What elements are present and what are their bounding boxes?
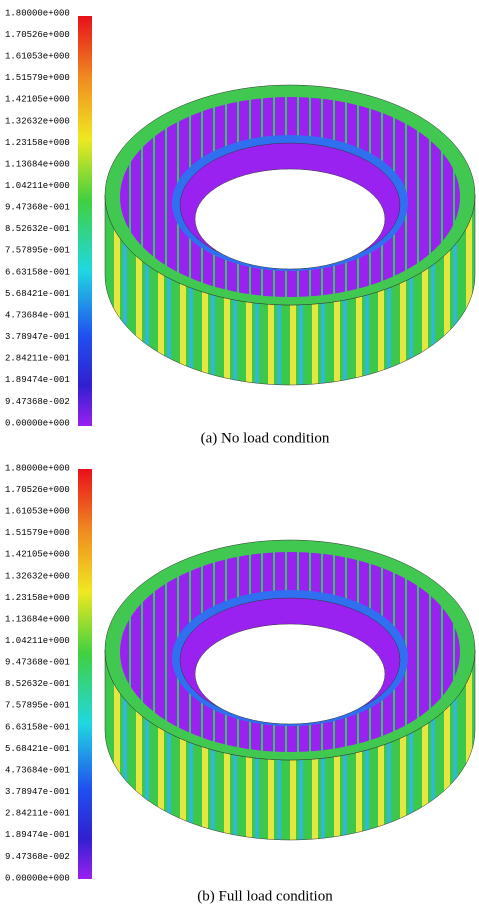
colorbar-label: 1.70526e+000 xyxy=(5,485,70,495)
caption: (b) Full load condition xyxy=(197,888,333,904)
colorbar-label: 1.51579e+000 xyxy=(5,528,70,538)
colorbar-label: 8.52632e-001 xyxy=(5,679,70,689)
colorbar-label: 6.63158e-001 xyxy=(5,267,70,277)
colorbar-label: 1.04211e+000 xyxy=(5,636,70,646)
colorbar-label: 5.68421e-001 xyxy=(5,289,70,299)
colorbar-label: 3.78947e-001 xyxy=(5,332,70,342)
colorbar-label: 1.42105e+000 xyxy=(5,95,70,105)
colorbar-label: 1.04211e+000 xyxy=(5,181,70,191)
panel-a xyxy=(78,16,476,426)
colorbar-label: 1.80000e+000 xyxy=(5,8,70,18)
colorbar-label: 9.47368e-001 xyxy=(5,658,70,668)
colorbar-label: 5.68421e-001 xyxy=(5,744,70,754)
colorbar-label: 2.84211e-001 xyxy=(5,809,70,819)
colorbar-label: 1.32632e+000 xyxy=(5,116,70,126)
colorbar-label: 3.78947e-001 xyxy=(5,787,70,797)
colorbar-label: 9.47368e-002 xyxy=(5,397,70,407)
colorbar-label: 1.70526e+000 xyxy=(5,30,70,40)
colorbar-label: 1.23158e+000 xyxy=(5,138,70,148)
motor-plot xyxy=(104,539,476,841)
caption: (a) No load condition xyxy=(201,430,330,446)
colorbar xyxy=(78,16,92,426)
colorbar-label: 4.73684e-001 xyxy=(5,765,70,775)
colorbar-label: 0.00000e+000 xyxy=(5,418,70,428)
colorbar-label: 1.42105e+000 xyxy=(5,550,70,560)
colorbar-label: 1.80000e+000 xyxy=(5,463,70,473)
colorbar-label: 9.47368e-001 xyxy=(5,203,70,213)
colorbar-label: 1.23158e+000 xyxy=(5,593,70,603)
colorbar-label: 4.73684e-001 xyxy=(5,310,70,320)
colorbar-label: 1.89474e-001 xyxy=(5,375,70,385)
motor-plot xyxy=(104,84,476,386)
colorbar-label: 1.13684e+000 xyxy=(5,159,70,169)
colorbar-label: 6.63158e-001 xyxy=(5,722,70,732)
colorbar-label: 2.84211e-001 xyxy=(5,354,70,364)
colorbar-label: 1.61053e+000 xyxy=(5,52,70,62)
colorbar-label: 1.32632e+000 xyxy=(5,571,70,581)
colorbar-label: 9.47368e-002 xyxy=(5,852,70,862)
colorbar-label: 1.51579e+000 xyxy=(5,73,70,83)
colorbar-label: 8.52632e-001 xyxy=(5,224,70,234)
colorbar-label: 7.57895e-001 xyxy=(5,246,70,256)
colorbar-label: 1.61053e+000 xyxy=(5,507,70,517)
colorbar-label: 7.57895e-001 xyxy=(5,701,70,711)
colorbar-label: 0.00000e+000 xyxy=(5,873,70,883)
colorbar xyxy=(78,469,92,879)
colorbar-label: 1.89474e-001 xyxy=(5,830,70,840)
colorbar-label: 1.13684e+000 xyxy=(5,614,70,624)
panel-b xyxy=(78,469,476,879)
